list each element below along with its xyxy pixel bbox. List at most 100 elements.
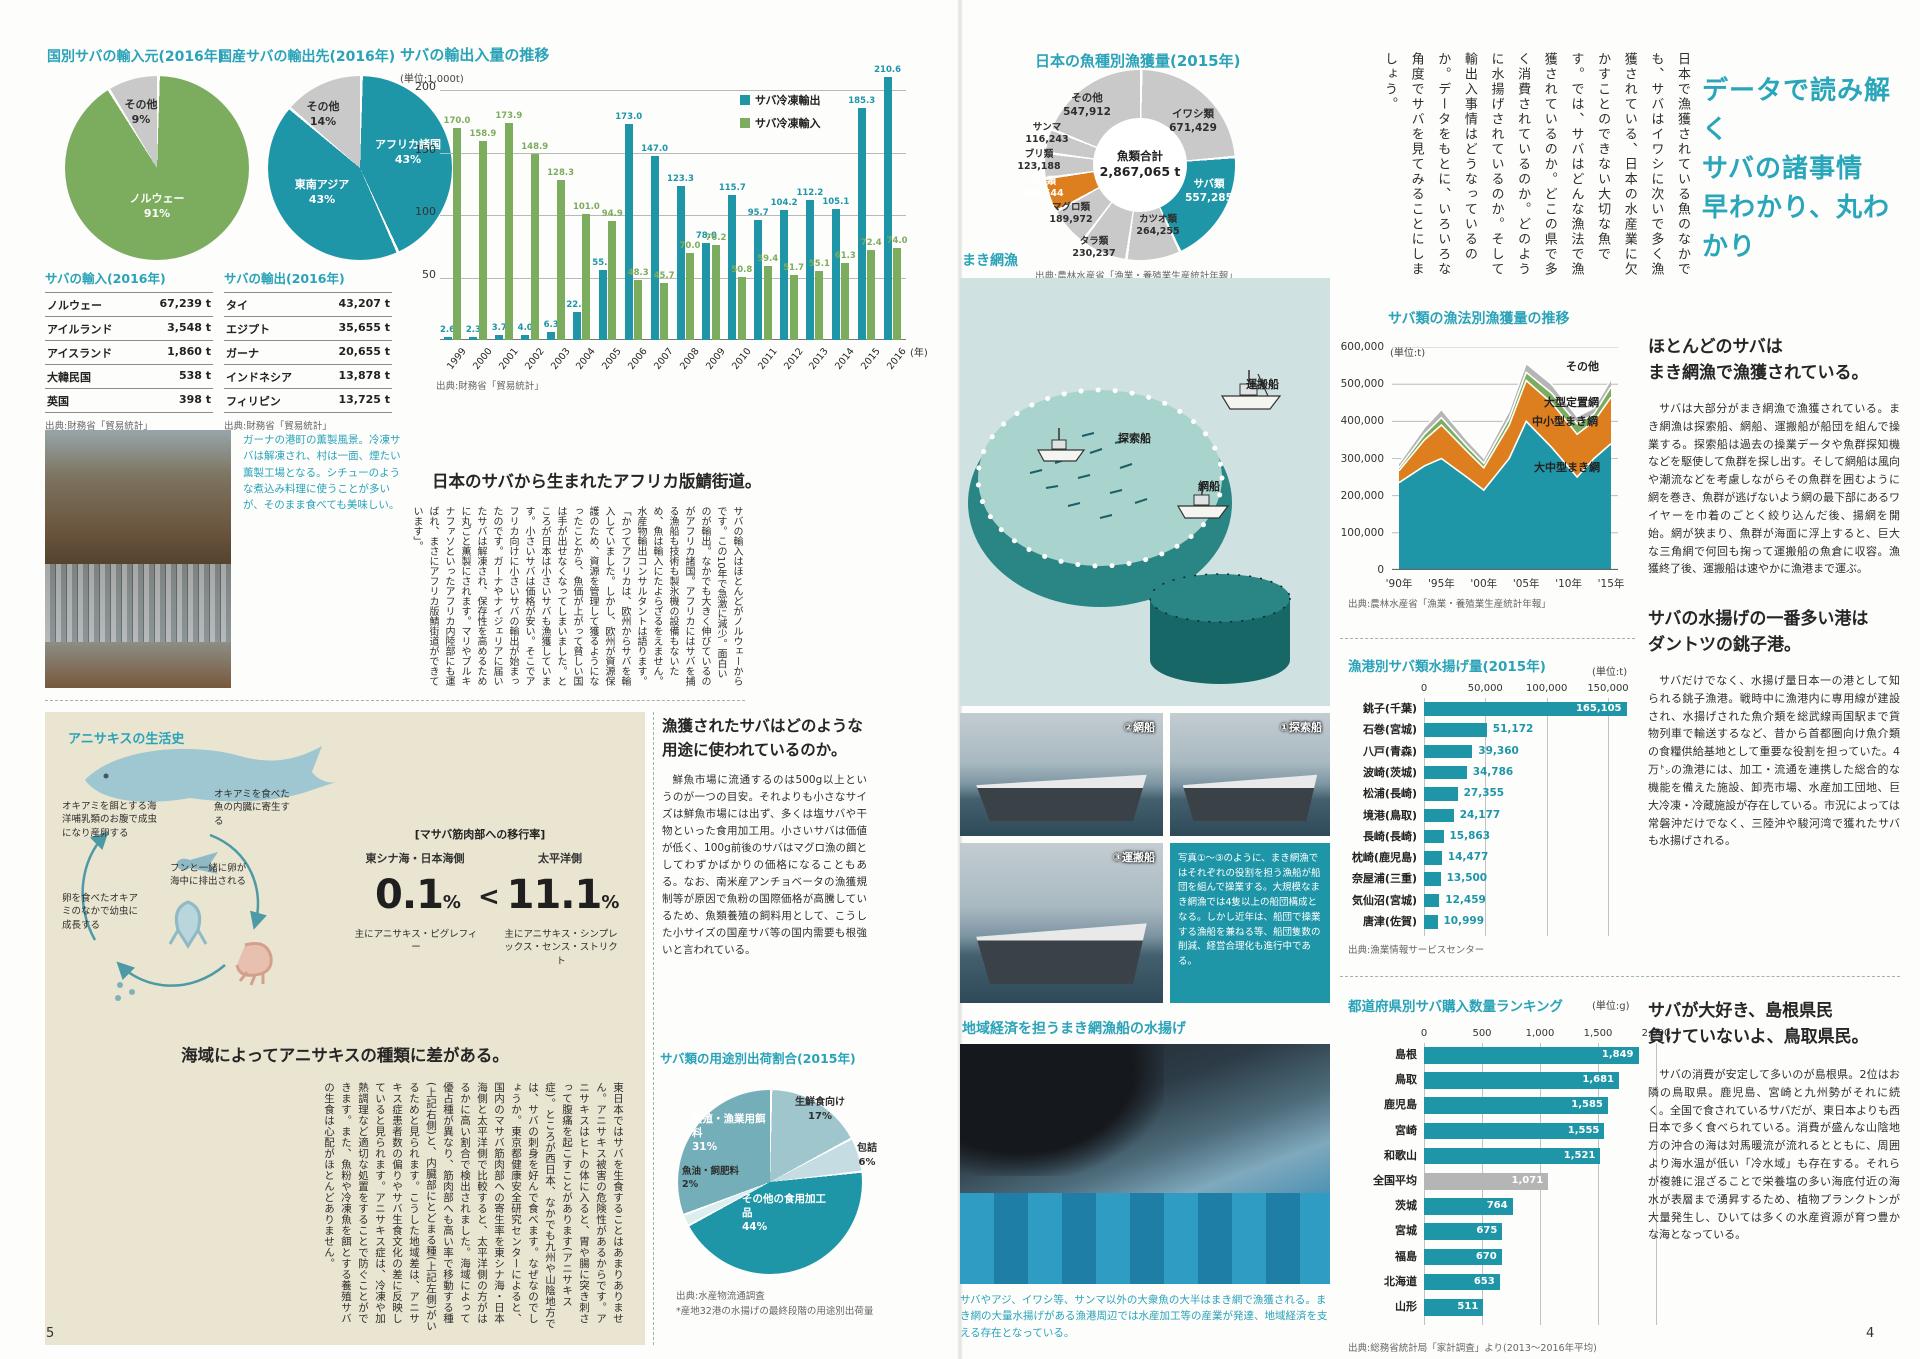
boat-ami-icon [1176, 482, 1230, 519]
row-label: 茨城 [1395, 1199, 1417, 1213]
bar-value-label: 123.3 [667, 173, 694, 184]
x-tick-label: 2007 [652, 346, 676, 372]
prefs-chart-unit: (単位:g) [1592, 1001, 1630, 1012]
y-tick-label: 100 [415, 205, 436, 218]
row-label: 気仙沼(宮城) [1351, 893, 1417, 907]
layer-boundary [1398, 362, 1612, 464]
transfer-left-region: 東シナ海・日本海側 [365, 852, 465, 865]
row-label: 福島 [1395, 1249, 1417, 1263]
bar-value-label: 55.1 [808, 259, 830, 270]
bar-value-label: 2.6 [439, 324, 456, 335]
table-row: ガーナ 20,655 t [224, 340, 392, 364]
area-layer-大中型まき網 [1399, 421, 1611, 570]
col3-heading: サバが大好き、島根県民 負けていないよ、鳥取県民。 [1648, 1001, 1869, 1048]
ports-chart-title: 漁港別サバ類水揚げ量(2015年) [1348, 659, 1546, 675]
export-bar [547, 332, 556, 340]
row-value: 1,071 [1511, 1175, 1544, 1186]
usage-pie-source: 出典:水産物流通調査 [676, 1291, 765, 1302]
donut-label-saba: サバ類 557,285 [1185, 178, 1233, 204]
usage-pie [678, 1090, 862, 1274]
bar-value-label: 112.2 [796, 187, 824, 198]
export-pie-label-other: その他 14% [306, 100, 340, 128]
row-bar [1424, 702, 1627, 716]
bar-value-label: 70.0 [679, 240, 701, 251]
cycle-label-1: オキアミを餌とする海洋哺乳類のお腹で成虫になり産卵する [62, 801, 158, 839]
y-tick-label: 150 [415, 142, 436, 156]
species-donut-center: 魚類合計 2,867,065 t [1099, 149, 1181, 179]
usage-label-feed: 養殖・漁業用餌料 31% [692, 1113, 766, 1154]
table-cell-country: ノルウェー [47, 299, 102, 312]
gridline [440, 152, 906, 154]
row-bar [1424, 872, 1441, 886]
makiami-illustration: 探索船 網船 運搬船 [960, 278, 1330, 706]
table-cell-amount: 538 t [178, 369, 211, 382]
trade-chart-title: サバの輸出入量の推移 [400, 46, 550, 64]
x-tick-label: 2010 [729, 346, 754, 372]
export-bar [857, 108, 866, 340]
makiami-heading: まき網漁 [962, 253, 1018, 269]
ports-chart-source: 出典:漁業情報サービスセンター [1348, 945, 1485, 956]
import-bar [711, 244, 720, 340]
row-bar [1424, 787, 1458, 801]
ports-chart-unit: (単位:t) [1592, 667, 1628, 678]
fish-icon [176, 852, 218, 874]
col1-heading: ほとんどのサバは まき網漁で漁獲されている。 [1648, 337, 1869, 384]
table-row: エジプト 35,655 t [224, 316, 392, 340]
import-pie-label-other: その他 9% [124, 98, 158, 126]
row-bar [1424, 765, 1467, 780]
export-bar [495, 335, 504, 340]
usage-label-fresh: 生鮮食向け 17% [795, 1097, 845, 1122]
import-bar [737, 276, 746, 340]
row-bar [1424, 1122, 1605, 1140]
row-label: 八戸(青森) [1362, 744, 1417, 758]
row-value: 1,681 [1582, 1074, 1614, 1086]
x-tick-label: 2003 [548, 346, 573, 372]
donut-label-katsuo: カツオ類 264,255 [1136, 214, 1180, 238]
row-bar [1424, 1072, 1619, 1089]
layer-boundary [1398, 419, 1612, 492]
row-value: 764 [1486, 1200, 1508, 1212]
area-chart-title: サバ類の漁法別漁獲量の推移 [1388, 311, 1570, 327]
row-value: 51,172 [1492, 723, 1534, 736]
import-bar [504, 122, 513, 340]
import-bar [530, 153, 539, 340]
area-label-teichiami: 大型定置網 [1544, 396, 1599, 409]
table-row: アイルランド 3,548 t [45, 316, 213, 340]
gridline [1485, 698, 1487, 936]
x-tick-label: 2016 [885, 346, 909, 372]
export-bar [443, 336, 452, 340]
import-pie-label-norway: ノルウェー 91% [129, 192, 185, 220]
anisakis-body: 東日本ではサバを生食することはあまりありません。アニサキス被害の危険性があるから… [323, 1082, 624, 1332]
row-bar [1424, 1047, 1639, 1064]
import-bar [634, 279, 643, 340]
bar-value-label: 61.3 [834, 251, 856, 262]
transfer-rate-header: [マサバ筋肉部への移行率] [414, 828, 546, 841]
table-cell-amount: 20,655 t [338, 345, 390, 358]
export-pie-label-africa: アフリカ諸国 43% [375, 138, 441, 166]
table-cell-country: エジプト [226, 323, 270, 336]
x-tick-label: 1,500 [1583, 1028, 1613, 1039]
bar-value-label: 104.2 [770, 197, 798, 208]
purse-seine-diagram [968, 370, 1291, 684]
y-tick-label: 600,000 [1340, 341, 1384, 353]
row-value: 39,360 [1478, 744, 1519, 757]
import-bar [789, 275, 798, 340]
cycle-arrow-2 [116, 961, 226, 987]
x-tick-label: 2001 [496, 346, 521, 372]
table-cell-amount: 35,655 t [338, 321, 390, 334]
import-table-title: サバの輸入(2016年) [45, 271, 166, 286]
x-tick-label: 2015 [859, 346, 883, 372]
gridline [1546, 698, 1548, 936]
bar-value-label: 173.9 [495, 110, 523, 121]
boat-unpan-icon [1220, 370, 1282, 410]
anisakis-box [45, 712, 645, 1345]
illustration-label-tansaku: 探索船 [1118, 432, 1151, 445]
row-bar [1424, 744, 1473, 759]
gridline [440, 215, 906, 216]
legend-export-swatch [740, 95, 750, 105]
table-cell-country: アイスランド [47, 347, 113, 360]
legend-import-swatch [740, 118, 750, 128]
net-cylinder-wall [1150, 598, 1290, 684]
y-tick-label: 400,000 [1340, 415, 1384, 428]
table-cell-country: 英国 [47, 395, 69, 408]
